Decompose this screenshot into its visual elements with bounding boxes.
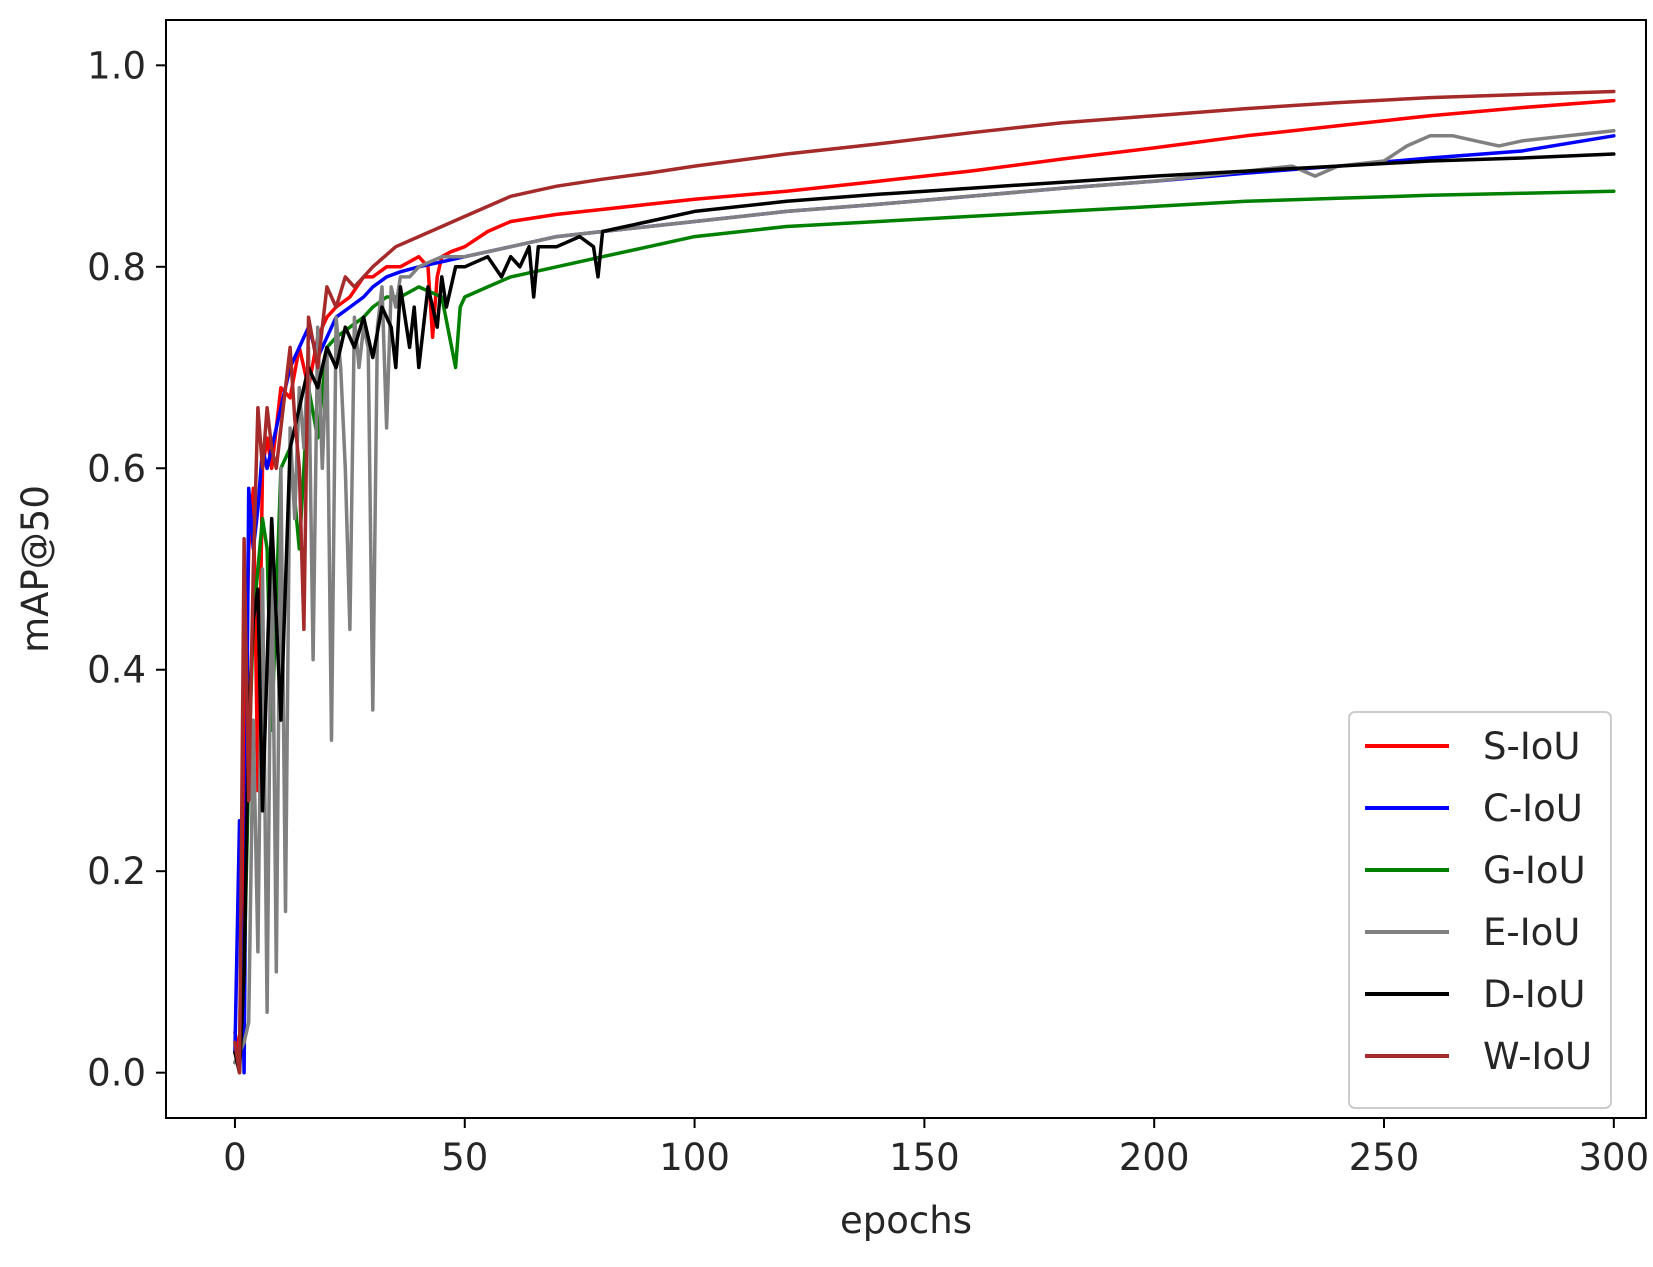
y-tick-label: 0.8 — [87, 246, 146, 289]
x-axis-label: epochs — [840, 1199, 972, 1242]
series-line-s-iou — [233, 98, 1616, 1055]
x-tick-label: 200 — [1119, 1136, 1190, 1179]
x-tick-label: 50 — [441, 1136, 488, 1179]
y-tick-label: 0.4 — [87, 649, 146, 692]
series-line-w-iou — [233, 89, 1616, 1075]
y-tick-label: 0.6 — [87, 447, 146, 490]
x-tick-label: 300 — [1579, 1136, 1650, 1179]
y-tick-label: 0.0 — [87, 1052, 146, 1095]
legend-label-w-iou: W-IoU — [1483, 1035, 1592, 1078]
y-tick-label: 1.0 — [87, 44, 146, 87]
x-axis: 0 50 100 150 200 250 300 — [223, 1118, 1649, 1179]
x-tick-label: 150 — [889, 1136, 960, 1179]
series-layer — [233, 89, 1616, 1075]
x-tick-label: 100 — [659, 1136, 730, 1179]
legend: S-IoU C-IoU G-IoU E-IoU D-IoU W-IoU — [1348, 711, 1612, 1109]
legend-label-d-iou: D-IoU — [1483, 973, 1585, 1016]
legend-box — [1348, 711, 1612, 1109]
y-axis-label: mAP@50 — [14, 485, 57, 653]
series-line-g-iou — [233, 189, 1616, 1065]
legend-label-s-iou: S-IoU — [1483, 725, 1580, 768]
x-tick-label: 250 — [1349, 1136, 1420, 1179]
legend-label-g-iou: G-IoU — [1483, 849, 1586, 892]
y-tick-label: 0.2 — [87, 850, 146, 893]
legend-label-c-iou: C-IoU — [1483, 787, 1583, 830]
x-tick-label: 0 — [223, 1136, 247, 1179]
y-axis: 0.0 0.2 0.4 0.6 0.8 1.0 — [87, 44, 166, 1095]
plot-frame — [165, 19, 1647, 1119]
legend-label-e-iou: E-IoU — [1483, 911, 1580, 954]
series-line-d-iou — [233, 152, 1616, 1075]
